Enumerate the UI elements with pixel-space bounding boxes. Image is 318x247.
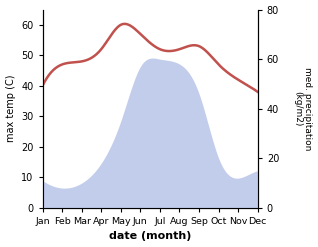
Y-axis label: med. precipitation
(kg/m2): med. precipitation (kg/m2): [293, 67, 313, 150]
Y-axis label: max temp (C): max temp (C): [5, 75, 16, 143]
X-axis label: date (month): date (month): [109, 231, 191, 242]
